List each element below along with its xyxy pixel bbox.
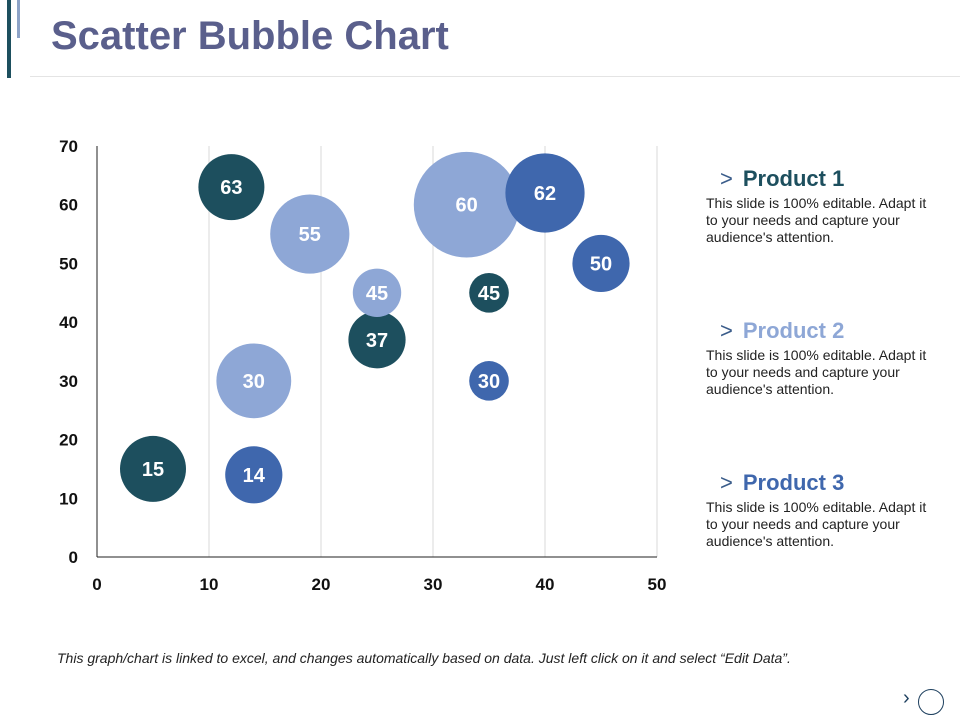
- y-tick-label: 30: [59, 372, 78, 391]
- x-tick-label: 30: [424, 575, 443, 594]
- legend-description: This slide is 100% editable. Adapt it to…: [706, 347, 927, 397]
- bubble-label: 62: [534, 183, 556, 205]
- bubble-label: 15: [142, 459, 164, 481]
- nav-circle-icon[interactable]: [918, 689, 944, 715]
- x-tick-label: 50: [648, 575, 667, 594]
- bubble-label: 50: [590, 253, 612, 275]
- bubble-product-1: [198, 154, 265, 221]
- bubble-product-3: [505, 153, 585, 233]
- x-tick-label: 0: [92, 575, 101, 594]
- bubble-label: 45: [478, 283, 500, 305]
- x-tick-label: 10: [200, 575, 219, 594]
- bubble-label: 30: [243, 371, 265, 393]
- y-tick-label: 50: [59, 254, 78, 273]
- bubble-label: 55: [299, 224, 321, 246]
- legend-item-product-1: > Product 1 This slide is 100% editable.…: [706, 166, 946, 246]
- legend-description: This slide is 100% editable. Adapt it to…: [706, 499, 927, 549]
- bubble-label: 14: [243, 465, 266, 487]
- y-tick-label: 60: [59, 196, 78, 215]
- legend-label: Product 1: [742, 166, 845, 191]
- accent-bar-dark: [7, 0, 11, 78]
- bubble-product-2: [352, 268, 402, 317]
- y-tick-label: 40: [59, 313, 78, 332]
- bubble-label: 60: [455, 195, 477, 217]
- bubble-label: 63: [220, 177, 242, 199]
- chevron-right-icon: >: [720, 166, 733, 191]
- bubble-label: 45: [366, 283, 388, 305]
- title-divider: [30, 76, 960, 77]
- next-slide-icon[interactable]: ›: [903, 687, 910, 709]
- footnote: This graph/chart is linked to excel, and…: [57, 650, 791, 666]
- bubble-product-3: [572, 234, 630, 293]
- bubble-product-1: [469, 272, 509, 313]
- legend-item-product-3: > Product 3 This slide is 100% editable.…: [706, 470, 946, 550]
- y-tick-label: 0: [69, 548, 78, 567]
- bubble-product-3: [469, 361, 509, 401]
- bubble-product-2: [216, 343, 292, 419]
- chevron-right-icon: >: [720, 470, 733, 495]
- y-tick-label: 20: [59, 431, 78, 450]
- bubble-product-1: [120, 435, 186, 502]
- legend-item-product-2: > Product 2 This slide is 100% editable.…: [706, 318, 946, 398]
- y-tick-label: 10: [59, 489, 78, 508]
- x-tick-label: 20: [312, 575, 331, 594]
- bubble-product-2: [413, 151, 520, 258]
- x-tick-label: 40: [536, 575, 555, 594]
- bubble-product-3: [225, 446, 283, 504]
- legend-description: This slide is 100% editable. Adapt it to…: [706, 195, 927, 245]
- legend-label: Product 2: [742, 318, 845, 343]
- chevron-right-icon: >: [720, 318, 733, 343]
- y-tick-label: 70: [59, 137, 78, 156]
- legend-label: Product 3: [742, 470, 845, 495]
- page-title: Scatter Bubble Chart: [51, 14, 449, 58]
- bubble-label: 30: [478, 371, 500, 393]
- bubble-product-1: [348, 311, 406, 369]
- accent-bar-light: [17, 0, 20, 38]
- bubble-label: 37: [366, 330, 388, 352]
- bubble-product-2: [270, 194, 350, 274]
